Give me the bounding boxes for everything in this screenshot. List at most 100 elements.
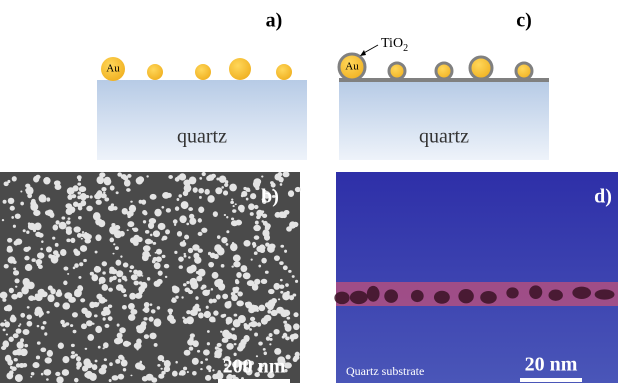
nanoparticle [223, 314, 226, 317]
nanoparticle [81, 238, 83, 240]
nanoparticle [257, 215, 260, 219]
nanoparticle [231, 217, 234, 220]
nanoparticle [120, 255, 122, 257]
nanoparticle [114, 225, 120, 230]
nanoparticle [258, 341, 263, 345]
nanoparticle [334, 292, 349, 305]
shell-label: TiO2 [381, 36, 408, 54]
nanoparticle [230, 201, 234, 204]
nanoparticle [154, 343, 158, 347]
nanoparticle [146, 175, 148, 177]
nanoparticle [119, 231, 124, 237]
nanoparticle [11, 294, 18, 300]
nanoparticle [257, 322, 261, 327]
nanoparticle [221, 186, 224, 189]
nanoparticle [139, 365, 146, 371]
nanoparticle [47, 294, 54, 302]
nanoparticle [143, 309, 146, 312]
nanoparticle [113, 276, 117, 280]
nanoparticle [97, 190, 102, 196]
nanoparticle [285, 324, 292, 332]
nanoparticle [67, 187, 75, 194]
nanoparticle [84, 232, 87, 235]
nanoparticle [231, 220, 238, 226]
nanoparticle [40, 248, 43, 251]
nanoparticle [529, 285, 542, 299]
nanoparticle [87, 334, 94, 341]
nanoparticle [434, 291, 450, 304]
nanoparticle [50, 352, 53, 355]
nanoparticle [282, 336, 285, 339]
nanoparticle [74, 378, 79, 383]
nanoparticle [263, 221, 268, 226]
nanoparticle [135, 281, 137, 283]
substrate-label: quartz [177, 126, 227, 148]
nanoparticle [174, 223, 176, 225]
nanoparticle [216, 294, 221, 299]
nanoparticle [32, 362, 39, 368]
nanoparticle [66, 238, 70, 242]
nanoparticle [141, 321, 147, 327]
nanoparticle [224, 301, 231, 308]
nanoparticle [175, 206, 179, 211]
nanoparticle [295, 187, 301, 192]
nanoparticle [188, 256, 191, 258]
nanoparticle [278, 172, 283, 177]
nanoparticle [130, 265, 134, 269]
nanoparticle [45, 210, 51, 215]
nanoparticle [66, 227, 70, 232]
nanoparticle [262, 229, 269, 237]
nanoparticle [58, 343, 64, 350]
nanoparticle [212, 272, 219, 279]
nanoparticle [60, 320, 65, 325]
nanoparticle [115, 359, 120, 364]
nanoparticle [214, 350, 222, 358]
nanoparticle [92, 365, 94, 368]
nanoparticle [31, 258, 35, 262]
nanoparticle [137, 176, 144, 183]
nanoparticle [109, 379, 112, 382]
nanoparticle [62, 302, 70, 309]
nanoparticle [261, 210, 264, 213]
nanoparticle [45, 357, 52, 363]
nanoparticle [179, 370, 185, 376]
nanoparticle [175, 361, 177, 364]
nanoparticle [187, 339, 194, 346]
nanoparticle [215, 187, 222, 194]
nanoparticle [267, 310, 271, 314]
nanoparticle [181, 296, 183, 298]
nanoparticle [123, 262, 129, 267]
nanoparticle [186, 281, 189, 284]
nanoparticle [116, 260, 122, 266]
nanoparticle [143, 245, 151, 251]
nanoparticle [283, 171, 290, 177]
nanoparticle [233, 336, 237, 340]
nanoparticle [50, 255, 56, 260]
nanoparticle [235, 203, 237, 205]
nanoparticle [6, 372, 13, 379]
nanoparticle [63, 281, 67, 286]
nanoparticle [15, 349, 22, 356]
nanoparticle [94, 314, 98, 317]
nanoparticle [190, 265, 197, 272]
nanoparticle [14, 241, 19, 246]
nanoparticle [280, 183, 283, 186]
nanoparticle [254, 333, 258, 337]
nanoparticle [95, 360, 98, 363]
nanoparticle [57, 289, 61, 294]
nanoparticle [4, 320, 6, 322]
panel-label: d) [594, 186, 612, 208]
nanoparticle [208, 262, 214, 268]
nanoparticle [95, 234, 101, 241]
nanoparticle [186, 310, 191, 314]
nanoparticle [265, 243, 269, 247]
nanoparticle [37, 341, 41, 344]
nanoparticle [194, 304, 199, 309]
nanoparticle [103, 317, 106, 321]
nanoparticle [258, 305, 265, 312]
nanoparticle [122, 305, 127, 309]
nanoparticle [20, 191, 22, 193]
nanoparticle [0, 292, 7, 299]
nanoparticle [70, 324, 73, 327]
nanoparticle [384, 289, 398, 302]
